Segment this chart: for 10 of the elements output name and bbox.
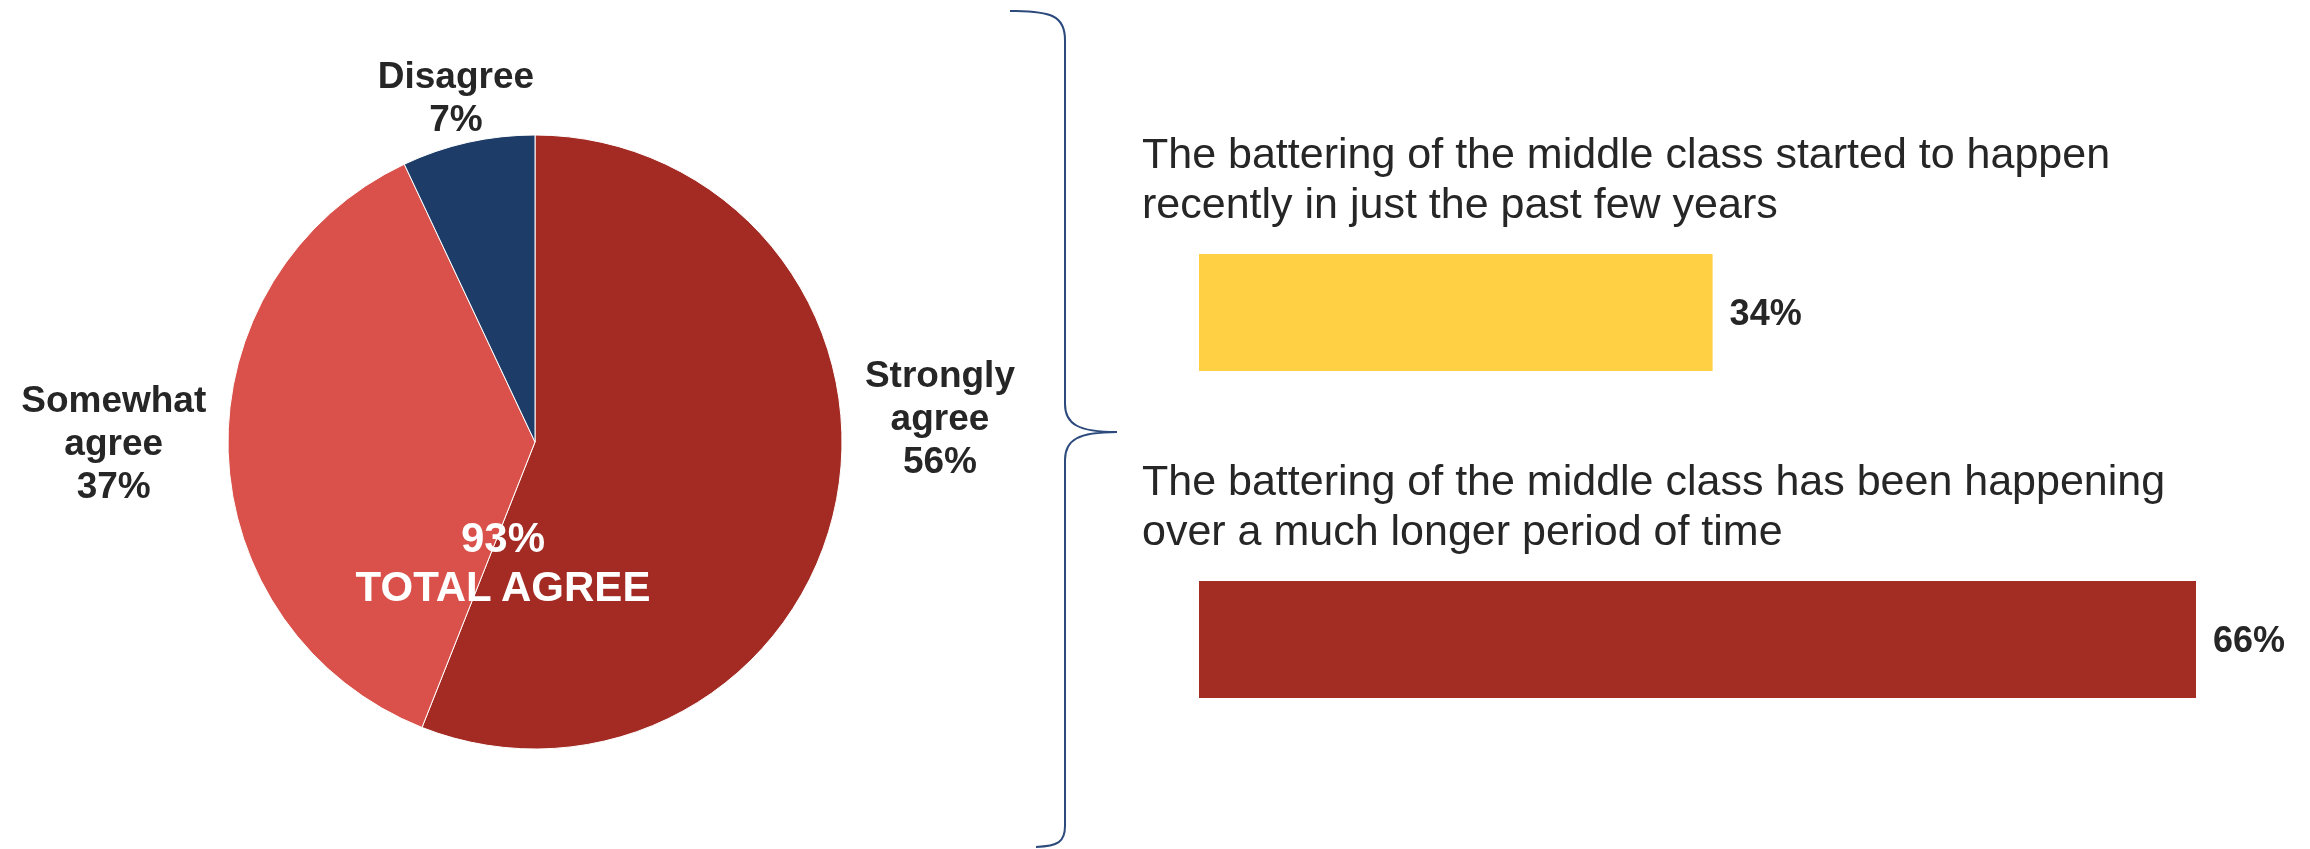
data-label: 56% — [902, 439, 977, 481]
slice-label: Disagree — [377, 54, 535, 96]
y-tick-label: The battering of the middle class started to happen recently in just the past few years — [1142, 128, 2111, 227]
data-label: 34% — [1729, 292, 1802, 333]
data-label: 37% — [76, 464, 151, 506]
y-tick-label: The battering of the middle class has been happening over a much longer period of time — [1142, 455, 2166, 554]
slice-label: Somewhat agree — [21, 378, 207, 463]
data-label: 7% — [429, 97, 483, 139]
data-label: 66% — [2213, 619, 2286, 660]
slice-label: Strongly agree — [864, 353, 1016, 438]
